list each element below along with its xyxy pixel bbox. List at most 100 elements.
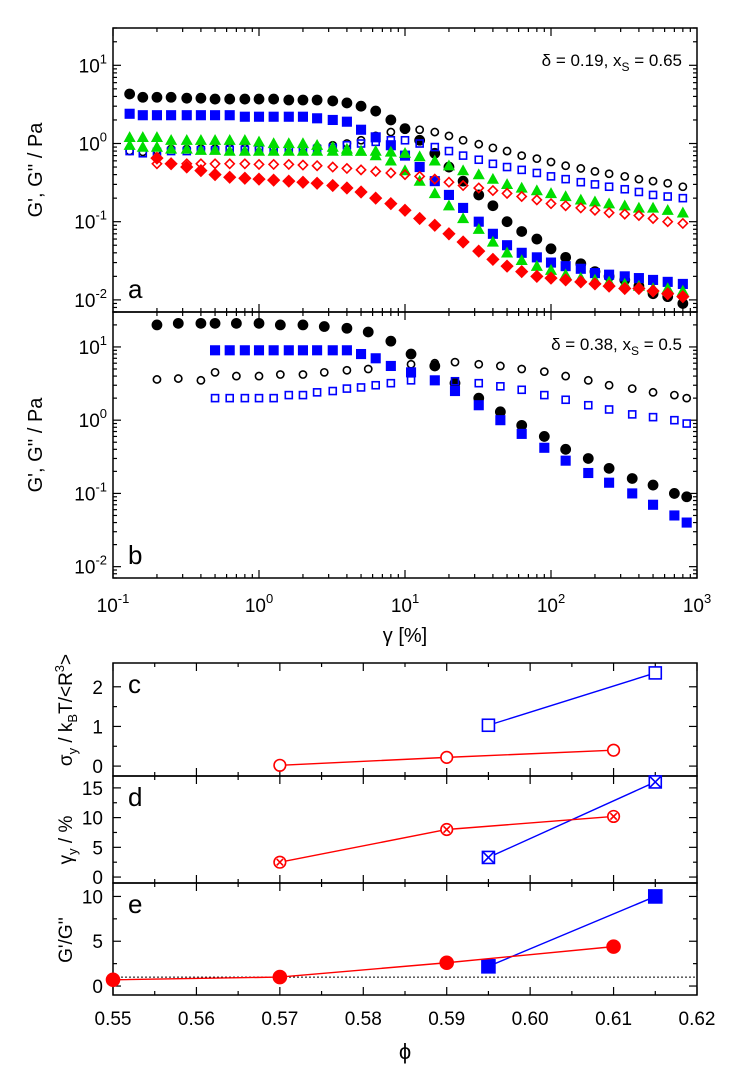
data-point bbox=[545, 197, 557, 210]
data-point bbox=[481, 959, 496, 974]
data-point bbox=[456, 235, 470, 249]
data-point bbox=[239, 158, 251, 170]
data-point bbox=[604, 169, 614, 179]
data-point bbox=[575, 263, 586, 274]
data-point bbox=[413, 170, 426, 183]
y-tick-label-exp: 1 bbox=[100, 333, 107, 348]
data-point bbox=[413, 211, 427, 226]
data-point bbox=[385, 167, 397, 179]
data-point bbox=[574, 275, 588, 289]
data-point bbox=[474, 139, 484, 149]
data-point bbox=[603, 462, 615, 474]
data-point bbox=[370, 105, 382, 117]
data-point bbox=[326, 178, 340, 193]
data-point bbox=[560, 455, 571, 466]
data-point bbox=[181, 92, 193, 104]
x-tick-label: 0.62 bbox=[679, 1009, 716, 1030]
data-point bbox=[386, 378, 396, 388]
data-point bbox=[172, 317, 184, 329]
y-tick-label: 101 bbox=[79, 51, 107, 77]
data-point bbox=[588, 277, 602, 291]
data-point bbox=[297, 159, 309, 171]
data-point bbox=[354, 144, 368, 156]
data-point bbox=[239, 111, 250, 122]
data-point bbox=[620, 184, 630, 194]
data-point bbox=[502, 162, 512, 172]
panel-label: b bbox=[128, 540, 142, 570]
data-point-cross bbox=[648, 775, 662, 789]
x-tick-label: 102 bbox=[537, 591, 565, 617]
data-point bbox=[181, 158, 193, 170]
data-point bbox=[195, 92, 207, 104]
data-point bbox=[208, 134, 222, 145]
data-point bbox=[488, 159, 498, 169]
data-point bbox=[238, 171, 252, 185]
y-label-c-tail2: T/<R bbox=[56, 672, 77, 714]
series-red bbox=[105, 939, 621, 988]
y-tick-label: 10-2 bbox=[74, 286, 107, 312]
y-tick-label: 0 bbox=[92, 977, 103, 998]
data-point bbox=[253, 345, 265, 356]
data-point bbox=[501, 187, 513, 200]
data-point bbox=[210, 393, 220, 403]
data-point bbox=[384, 197, 398, 211]
data-point bbox=[486, 252, 500, 266]
data-point bbox=[252, 144, 266, 156]
data-point-cross bbox=[276, 858, 284, 866]
panel-label: a bbox=[128, 274, 143, 304]
data-point bbox=[531, 194, 543, 206]
data-point bbox=[210, 367, 220, 377]
data-point bbox=[356, 383, 366, 392]
data-point bbox=[151, 158, 163, 170]
y-tick-label: 10-2 bbox=[74, 553, 107, 579]
data-point bbox=[223, 144, 236, 156]
data-point bbox=[340, 181, 354, 195]
data-point bbox=[627, 488, 638, 499]
data-point bbox=[627, 384, 637, 393]
y-tick-label: 100 bbox=[79, 406, 107, 432]
data-point bbox=[430, 376, 440, 385]
data-point bbox=[486, 235, 499, 247]
data-point-cross bbox=[609, 812, 618, 821]
data-point bbox=[195, 110, 206, 121]
data-point bbox=[369, 191, 383, 205]
y-tick-label-exp: -1 bbox=[95, 479, 107, 494]
data-point bbox=[238, 144, 251, 156]
data-point bbox=[495, 361, 505, 371]
series-red bbox=[273, 809, 621, 869]
data-point bbox=[472, 223, 485, 234]
data-point bbox=[385, 335, 397, 347]
data-point bbox=[546, 172, 556, 181]
data-point bbox=[663, 178, 673, 188]
data-point bbox=[473, 400, 484, 411]
data-point bbox=[272, 969, 288, 985]
data-point bbox=[546, 157, 556, 167]
data-point bbox=[209, 110, 221, 121]
series-g-red bbox=[151, 158, 689, 230]
data-point bbox=[326, 144, 339, 156]
data-point bbox=[682, 393, 692, 403]
data-point bbox=[632, 201, 645, 213]
y-axis-label-c: σy / kBT/<R3> bbox=[52, 654, 80, 766]
data-point bbox=[538, 431, 550, 442]
data-point bbox=[678, 182, 688, 192]
data-point bbox=[576, 164, 586, 173]
series-g-red bbox=[150, 151, 690, 304]
x-tick-label: 0.59 bbox=[428, 1009, 465, 1030]
data-point bbox=[370, 132, 381, 143]
data-point bbox=[195, 317, 207, 329]
data-point bbox=[603, 207, 615, 219]
data-point bbox=[517, 165, 527, 175]
data-point bbox=[318, 321, 330, 332]
data-point bbox=[165, 158, 177, 170]
data-point bbox=[341, 116, 352, 127]
data-point bbox=[472, 244, 486, 258]
data-point bbox=[283, 345, 294, 356]
data-point bbox=[428, 154, 441, 166]
data-point bbox=[283, 94, 295, 106]
data-point bbox=[254, 393, 264, 403]
data-point bbox=[603, 197, 616, 209]
data-point bbox=[268, 93, 280, 105]
y-tick-label-base: 10 bbox=[79, 56, 100, 77]
data-point bbox=[151, 110, 163, 121]
